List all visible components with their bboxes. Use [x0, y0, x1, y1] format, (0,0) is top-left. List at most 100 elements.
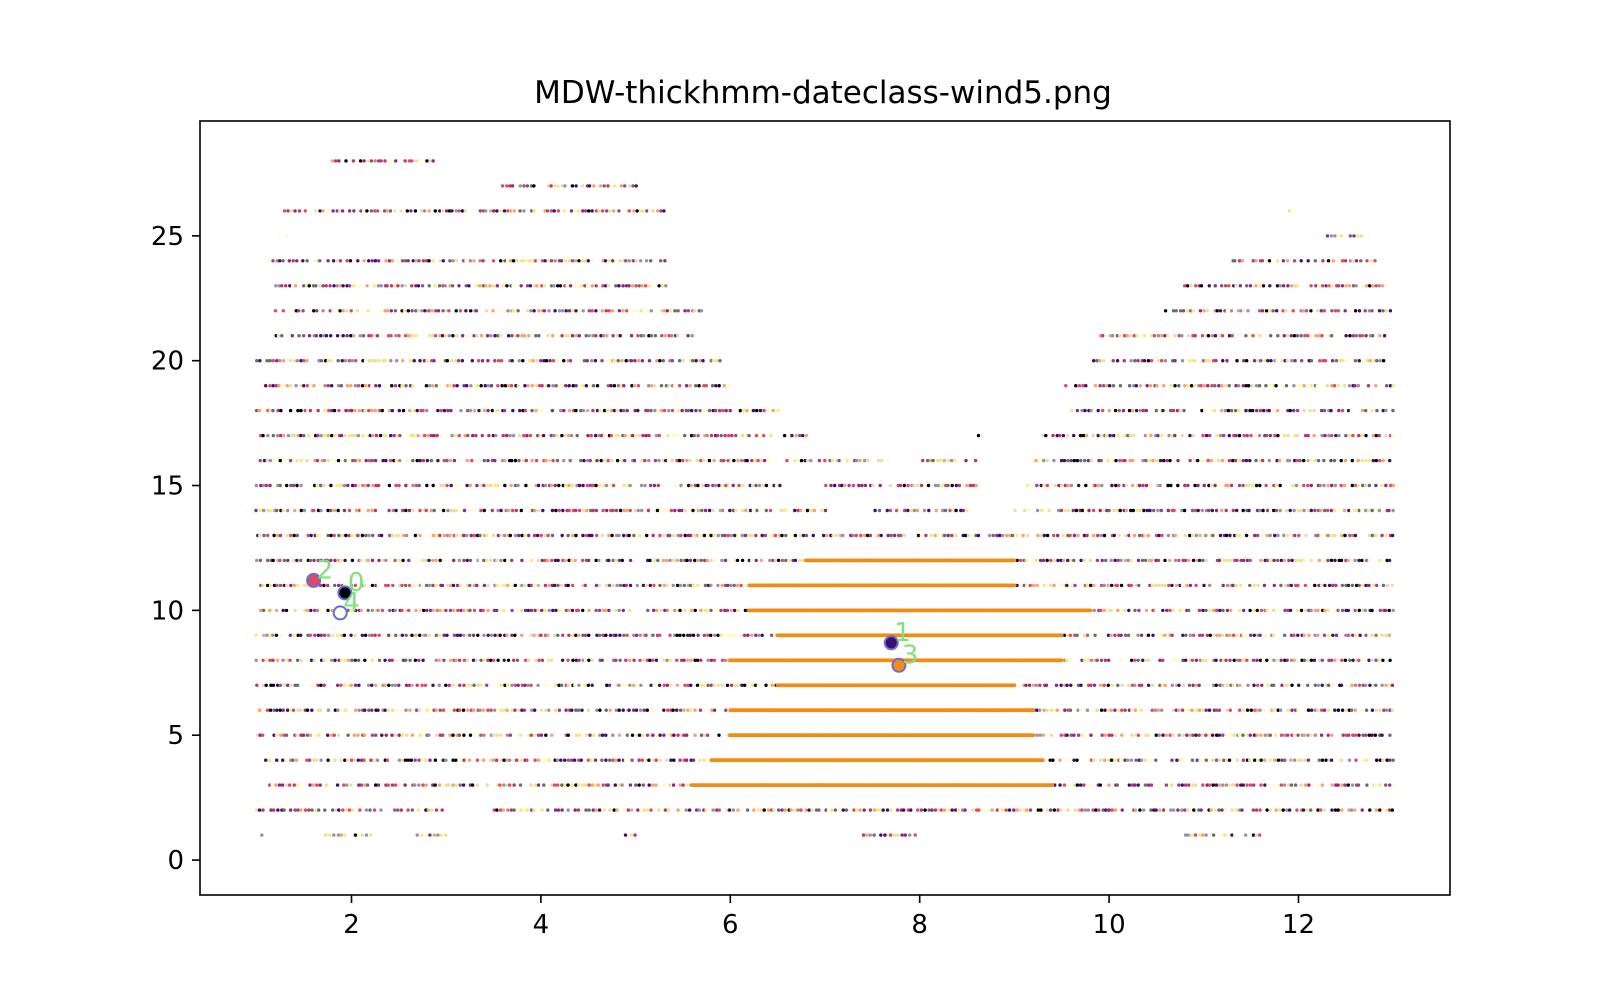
- data-point: [381, 458, 385, 463]
- data-point: [1171, 408, 1176, 413]
- data-point: [1228, 508, 1233, 513]
- data-point: [758, 408, 763, 413]
- data-point: [611, 733, 615, 737]
- data-point: [647, 384, 651, 388]
- data-point: [750, 458, 754, 463]
- data-point: [1117, 483, 1121, 488]
- data-point: [1285, 808, 1289, 812]
- data-point: [529, 783, 533, 787]
- data-point: [1184, 633, 1188, 637]
- data-point: [1374, 683, 1378, 687]
- data-point: [820, 508, 824, 513]
- data-point: [447, 683, 451, 687]
- data-point: [1088, 558, 1093, 563]
- data-point: [530, 708, 534, 712]
- data-point: [593, 758, 598, 762]
- data-point: [597, 808, 602, 812]
- data-point: [1228, 633, 1232, 637]
- data-point: [272, 708, 276, 712]
- data-point: [563, 433, 567, 438]
- data-point: [1000, 808, 1005, 812]
- data-point: [695, 533, 699, 538]
- data-point: [1224, 783, 1229, 787]
- data-point: [612, 384, 617, 388]
- data-point: [550, 408, 555, 413]
- data-point: [691, 359, 695, 363]
- data-point: [1374, 384, 1378, 388]
- data-point: [1214, 658, 1218, 662]
- data-point: [1204, 433, 1209, 438]
- data-point: [271, 408, 275, 413]
- data-point: [1391, 508, 1395, 513]
- data-point: [1255, 608, 1260, 613]
- data-point: [1103, 658, 1108, 662]
- data-point: [799, 808, 803, 812]
- data-point: [1294, 483, 1299, 488]
- data-point: [1148, 508, 1152, 513]
- data-point: [1127, 533, 1131, 538]
- data-point: [1123, 758, 1127, 762]
- data-point: [624, 658, 628, 662]
- data-point: [1215, 608, 1219, 613]
- data-point: [400, 583, 404, 588]
- data-point: [1191, 733, 1195, 737]
- data-point: [1381, 658, 1385, 662]
- data-point: [1203, 408, 1207, 413]
- data-point: [491, 733, 496, 737]
- data-point: [1015, 558, 1019, 563]
- data-point: [472, 733, 476, 737]
- data-point: [540, 608, 544, 613]
- data-point: [1380, 558, 1385, 563]
- data-point: [257, 808, 262, 812]
- data-point: [469, 683, 473, 687]
- data-point: [722, 458, 726, 463]
- data-point: [594, 558, 598, 563]
- data-point: [1344, 733, 1349, 737]
- data-point: [686, 658, 690, 662]
- data-point: [412, 359, 416, 363]
- data-point: [1024, 683, 1028, 687]
- data-point: [679, 808, 684, 812]
- data-point: [1147, 758, 1152, 762]
- data-point: [448, 708, 452, 712]
- data-point: [1135, 334, 1139, 338]
- data-point: [1171, 708, 1175, 712]
- data-point: [712, 708, 717, 712]
- data-point: [757, 483, 762, 488]
- data-point: [617, 608, 621, 613]
- data-point: [516, 483, 520, 488]
- data-point: [1180, 508, 1184, 513]
- data-point: [1019, 558, 1023, 563]
- data-point: [512, 783, 516, 787]
- data-point: [1156, 558, 1161, 563]
- data-point: [1217, 758, 1222, 762]
- data-point: [1177, 733, 1181, 737]
- data-point: [581, 533, 585, 538]
- data-point: [1297, 758, 1301, 762]
- data-point: [823, 508, 828, 513]
- data-point: [269, 808, 273, 812]
- data-point: [279, 433, 283, 438]
- data-point: [1146, 658, 1151, 662]
- data-point: [1198, 658, 1203, 662]
- data-point: [690, 408, 694, 413]
- data-point: [1258, 658, 1263, 662]
- data-point: [451, 783, 455, 787]
- data-point: [665, 733, 670, 737]
- data-point: [628, 508, 632, 513]
- data-point: [425, 708, 429, 712]
- data-point: [1316, 533, 1320, 538]
- data-point: [550, 708, 554, 712]
- data-point: [271, 558, 275, 563]
- data-point: [1304, 433, 1308, 438]
- data-point: [609, 384, 613, 388]
- data-point: [1220, 508, 1224, 513]
- data-point: [336, 508, 340, 513]
- data-point: [337, 808, 341, 812]
- data-point: [707, 508, 712, 513]
- data-point: [468, 408, 473, 413]
- data-point: [293, 808, 297, 812]
- data-point: [560, 608, 564, 613]
- data-point: [431, 583, 435, 588]
- data-point: [313, 633, 317, 637]
